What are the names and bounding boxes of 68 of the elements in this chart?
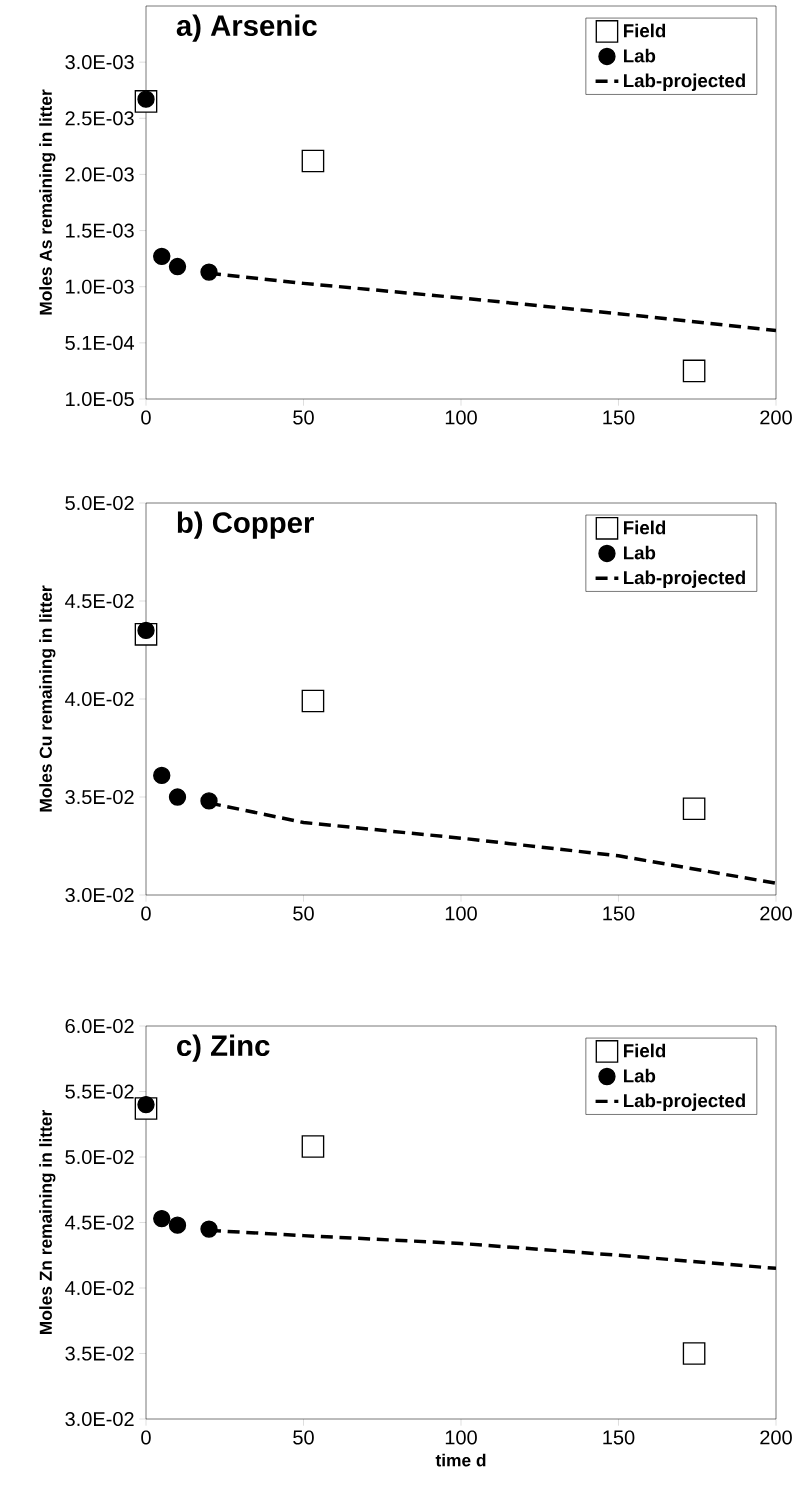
legend-label: Lab-projected [624, 1093, 745, 1111]
legend-label: Lab [624, 545, 656, 560]
point [682, 359, 706, 383]
y-tick-label: 5.1E-04 [65, 335, 135, 350]
point [137, 621, 155, 640]
x-tick-label: 200 [760, 410, 792, 425]
y-tick-label: 3.0E-02 [65, 887, 134, 903]
legend-label: Lab-projected [624, 73, 745, 91]
x-tick-label: 150 [603, 1430, 635, 1445]
y-tick-label: 3.0E-02 [65, 1411, 134, 1427]
point [301, 689, 325, 713]
x-tick-label: 200 [760, 906, 792, 921]
point [168, 788, 187, 806]
point [137, 90, 155, 108]
x-tick-label: 50 [293, 410, 314, 425]
y-tick-label: 4.0E-02 [65, 691, 134, 707]
legend-label: Field [624, 23, 666, 38]
point [153, 247, 171, 266]
y-tick-label: 4.5E-02 [65, 593, 134, 609]
point [682, 1342, 706, 1365]
legend-label: Field [624, 520, 666, 535]
chart-title: a) Arsenic [176, 14, 317, 42]
y-tick-label: 3.0E-03 [65, 55, 134, 70]
y-tick-label: 3.5E-02 [65, 789, 134, 805]
y-axis-title: Moles As remaining in litter [39, 89, 56, 315]
x-tick-label: 100 [445, 410, 477, 425]
x-tick-label: 50 [293, 1430, 314, 1445]
x-tick-label: 150 [603, 906, 635, 921]
y-tick-label: 4.0E-02 [65, 1280, 134, 1296]
point [168, 1216, 187, 1234]
x-tick-label: 200 [760, 1430, 792, 1445]
y-axis-title: Moles Zn remaining in litter [39, 1110, 56, 1335]
point [137, 1095, 155, 1114]
y-tick-label: 1.0E-05 [66, 391, 134, 407]
y-tick-label: 5.5E-02 [65, 1084, 134, 1099]
chart-title: b) Copper [177, 511, 314, 539]
x-axis-title: time d [435, 1453, 486, 1467]
point [200, 792, 218, 810]
point [301, 149, 325, 173]
x-tick-label: 0 [141, 410, 151, 425]
point [153, 1209, 171, 1228]
legend-label: Lab [624, 48, 656, 63]
point [153, 766, 171, 785]
point [200, 1220, 218, 1238]
point [682, 797, 706, 821]
x-tick-label: 0 [141, 1430, 151, 1445]
y-tick-label: 3.5E-02 [65, 1346, 134, 1361]
x-tick-label: 100 [445, 1430, 477, 1445]
legend-label: Lab-projected [624, 570, 745, 588]
y-tick-label: 2.5E-03 [65, 111, 134, 126]
x-tick-label: 150 [603, 410, 635, 425]
x-tick-label: 0 [141, 906, 151, 921]
y-tick-label: 4.5E-02 [65, 1215, 134, 1230]
point [200, 263, 218, 281]
point [168, 257, 187, 276]
point [301, 1135, 325, 1158]
chart-title: c) Zinc [177, 1034, 270, 1062]
y-tick-label: 1.5E-03 [66, 223, 134, 238]
y-tick-label: 2.0E-03 [65, 167, 134, 182]
y-axis-title: Moles Cu remaining in litter [39, 585, 56, 812]
legend-label: Lab [624, 1068, 656, 1083]
y-tick-label: 6.0E-02 [65, 1018, 134, 1034]
legend-label: Field [624, 1043, 666, 1058]
y-tick-label: 1.0E-03 [66, 279, 134, 294]
y-tick-label: 5.0E-02 [65, 495, 134, 511]
x-tick-label: 50 [293, 906, 314, 921]
y-tick-label: 5.0E-02 [65, 1149, 134, 1165]
x-tick-label: 100 [445, 906, 477, 921]
